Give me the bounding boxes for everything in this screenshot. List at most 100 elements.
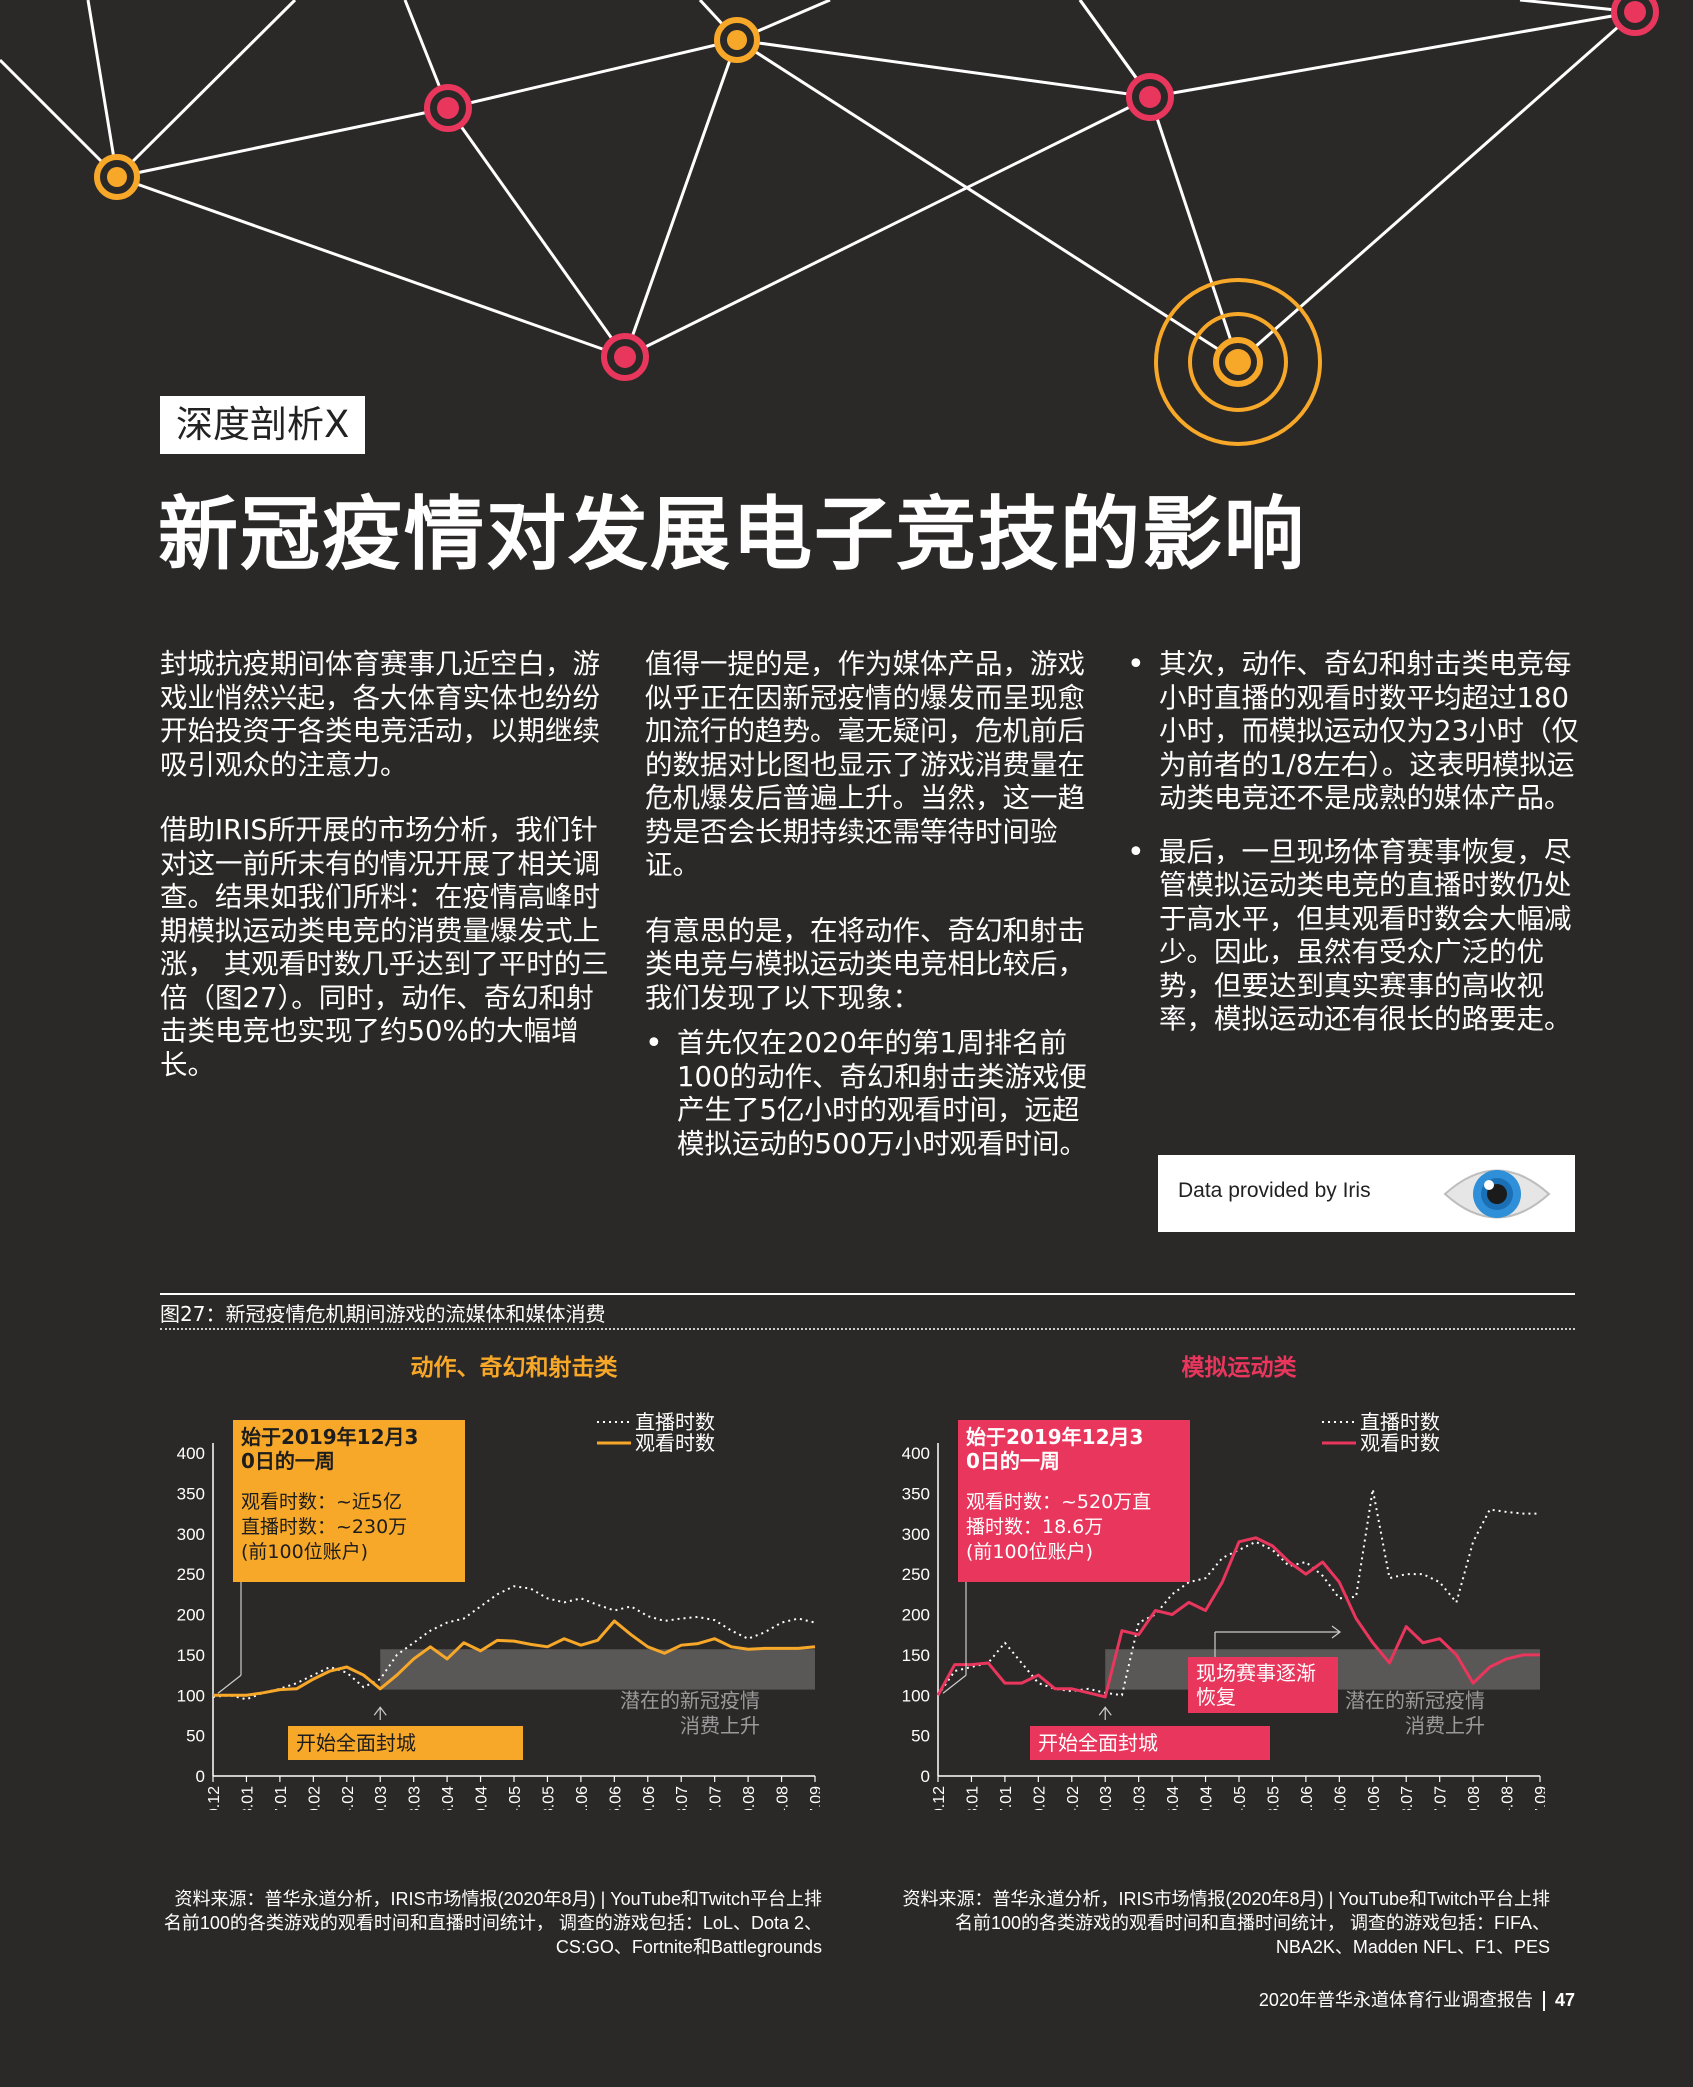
series-line-viewing (213, 1619, 816, 1697)
y-tick-label: 100 (177, 1686, 205, 1705)
bullet-item: 最后，一旦现场体育赛事恢复，尽管模拟运动类电竞的直播时数仍处于高水平，但其观看时… (1127, 836, 1587, 1037)
y-tick-label: 400 (902, 1444, 930, 1463)
x-tick-label: 27.01 (273, 1786, 290, 1810)
callout-title: 始于2019年12月3 (241, 1425, 418, 1449)
x-tick-label: 27.01 (998, 1786, 1015, 1810)
arrow-up-icon (1098, 1706, 1112, 1716)
x-tick-label: 24.08 (775, 1786, 792, 1810)
y-tick-label: 200 (902, 1606, 930, 1625)
legend-label-viewing: 观看时数 (635, 1431, 715, 1455)
chart-sports: 模拟运动类 0 50 100 150 200 250 300 350 400 30.12 13.01 2… (885, 1340, 1550, 1957)
chart-source: 资料来源：普华永道分析，IRIS市场情报(2020年8月) | YouTube和… (163, 1889, 822, 1957)
x-tick-label: 10.08 (1466, 1786, 1483, 1810)
lockdown-label: 开始全面封城 (1038, 1731, 1158, 1755)
bullet-list: 其次，动作、奇幻和射击类电竞每小时直播的观看时数平均超过180小时，而模拟运动仅… (1127, 648, 1587, 1037)
footer-report-name: 2020年普华永道体育行业调查报告 (1258, 1990, 1533, 2010)
paragraph: 借助IRIS所开展的市场分析，我们针对这一前所未有的情况开展了相关调查。结果如我… (160, 814, 609, 1081)
x-tick-label: 27.07 (1433, 1786, 1450, 1810)
callout-box (233, 1420, 465, 1582)
x-tick-label: 29.06 (1366, 1786, 1383, 1810)
bullet-item: 首先仅在2020年的第1周排名前100的动作、奇幻和射击类游戏便产生了5亿小时的… (645, 1027, 1090, 1161)
y-tick-label: 0 (196, 1767, 205, 1786)
x-tick-label: 18.05 (1265, 1786, 1282, 1810)
series-line-viewing (936, 1536, 1540, 1699)
x-tick-label: 01.06 (574, 1786, 591, 1810)
legend-label-viewing: 观看时数 (1360, 1431, 1440, 1455)
callout-title: 始于2019年12月3 (966, 1425, 1143, 1449)
callout-box (958, 1420, 1190, 1582)
x-tick-label: 20.04 (1199, 1786, 1216, 1810)
y-tick-label: 300 (902, 1525, 930, 1544)
callout-line: (前100位账户) (241, 1541, 368, 1563)
lockdown-label-box (1030, 1726, 1270, 1760)
network-illustration (0, 0, 1659, 446)
callout-pointer (217, 1674, 242, 1694)
callout-line: 直播时数：~230万 (241, 1516, 407, 1538)
x-tick-label: 06.04 (1165, 1786, 1182, 1810)
x-tick-label: 29.06 (641, 1786, 658, 1810)
callout-line: (前100位账户) (966, 1541, 1093, 1563)
y-tick-label: 100 (902, 1686, 930, 1705)
figure-caption: 图27：新冠疫情危机期间游戏的流媒体和媒体消费 (160, 1302, 606, 1326)
x-tick-label: 09.03 (373, 1786, 390, 1810)
callout-line: 观看时数：~近5亿 (241, 1491, 402, 1513)
figure-dotted-rule (160, 1328, 1575, 1330)
y-tick-label: 350 (902, 1484, 930, 1503)
y-tick-label: 150 (902, 1646, 930, 1665)
recovery-label: 现场赛事逐渐 (1196, 1661, 1316, 1685)
chart-title: 动作、奇幻和射击类 (411, 1354, 618, 1381)
x-tick-label: 13.07 (1399, 1786, 1416, 1810)
y-tick-label: 350 (177, 1484, 205, 1503)
arrow-right-icon (1331, 1625, 1341, 1639)
x-tick-label: 13.01 (239, 1786, 256, 1810)
bullet-list: 首先仅在2020年的第1周排名前100的动作、奇幻和射击类游戏便产生了5亿小时的… (645, 1027, 1090, 1161)
page-footer: 2020年普华永道体育行业调查报告 47 (1259, 1986, 1575, 2012)
x-tick-label: 07.09 (1533, 1786, 1545, 1810)
page-title: 新冠疫情对发展电子竞技的影响 (158, 487, 1306, 581)
y-tick-label: 300 (177, 1525, 205, 1544)
chart-svg: 模拟运动类 0 50 100 150 200 250 300 350 400 30.12 13.01 2… (902, 1355, 1550, 1873)
column-3: 其次，动作、奇幻和射击类电竞每小时直播的观看时数平均超过180小时，而模拟运动仅… (1127, 648, 1587, 1057)
x-tick-label: 13.01 (964, 1786, 981, 1810)
x-tick-label: 24.08 (1500, 1786, 1517, 1810)
shaded-label: 潜在的新冠疫情 (1345, 1688, 1485, 1712)
y-tick-label: 50 (186, 1727, 205, 1746)
x-tick-label: 18.05 (540, 1786, 557, 1810)
callout-line: 观看时数：~520万直 (966, 1491, 1151, 1513)
x-tick-label: 13.07 (674, 1786, 691, 1810)
y-tick-label: 250 (177, 1565, 205, 1584)
y-tick-label: 50 (911, 1727, 930, 1746)
x-tick-label: 01.06 (1299, 1786, 1316, 1810)
legend-label-streaming: 直播时数 (1360, 1410, 1440, 1434)
x-tick-label: 07.09 (808, 1786, 820, 1810)
legend-label-streaming: 直播时数 (635, 1410, 715, 1434)
x-tick-label: 27.07 (708, 1786, 725, 1810)
y-tick-label: 150 (177, 1646, 205, 1665)
bullet-item: 其次，动作、奇幻和射击类电竞每小时直播的观看时数平均超过180小时，而模拟运动仅… (1127, 648, 1587, 816)
shaded-label: 消费上升 (1405, 1713, 1485, 1737)
x-tick-label: 06.04 (440, 1786, 457, 1810)
paragraph: 值得一提的是，作为媒体产品，游戏似乎正在因新冠疫情的爆发而呈现愈加流行的趋势。毫… (645, 648, 1085, 881)
lockdown-label: 开始全面封城 (296, 1731, 416, 1755)
chart-svg: 动作、奇幻和射击类 0 50 100 150 200 250 300 350 400 30.12 13… (177, 1354, 825, 1873)
section-tag: 深度剖析X (160, 396, 366, 454)
callout-line: 播时数：18.6万 (966, 1516, 1103, 1538)
arrow-up-icon (373, 1706, 387, 1716)
y-tick-label: 200 (177, 1606, 205, 1625)
x-tick-label: 30.12 (931, 1786, 948, 1810)
x-tick-label: 24.02 (340, 1786, 357, 1810)
shaded-band (380, 1649, 815, 1690)
y-tick-label: 250 (902, 1565, 930, 1584)
chart-source: 资料来源：普华永道分析，IRIS市场情报(2020年8月) | YouTube和… (902, 1889, 1550, 1957)
x-tick-label: 15.06 (1332, 1786, 1349, 1810)
series-line-streaming (212, 1585, 816, 1701)
x-tick-label: 04.05 (507, 1786, 524, 1810)
callout-pointer (942, 1674, 967, 1694)
lockdown-label-box (288, 1726, 523, 1760)
shaded-label: 潜在的新冠疫情 (620, 1688, 760, 1712)
figure-rule (160, 1293, 1575, 1295)
target-node (1154, 278, 1322, 446)
column-2: 值得一提的是，作为媒体产品，游戏似乎正在因新冠疫情的爆发而呈现愈加流行的趋势。毫… (645, 648, 1090, 1179)
x-tick-label: 23.03 (1132, 1786, 1149, 1810)
x-tick-label: 10.02 (1031, 1786, 1048, 1810)
